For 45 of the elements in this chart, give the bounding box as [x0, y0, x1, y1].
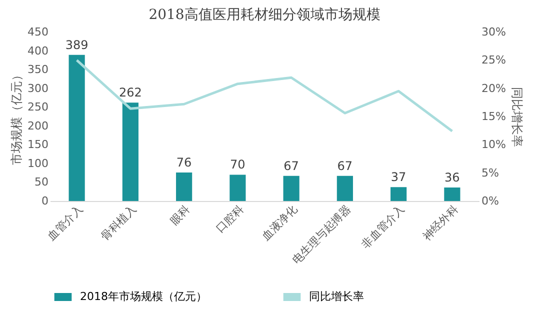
data-label: 262 — [118, 86, 142, 100]
y2-tick-label: 10% — [482, 138, 506, 152]
bar — [68, 54, 85, 201]
bar — [283, 176, 300, 201]
x-tick-label: 血液净化 — [259, 202, 300, 244]
x-tick-label: 骨科植入 — [98, 202, 139, 244]
y2-tick-label: 0% — [482, 194, 499, 208]
data-label: 67 — [337, 158, 353, 173]
data-label: 67 — [284, 158, 299, 173]
data-label: 37 — [390, 170, 406, 184]
legend-label: 同比增长率 — [309, 290, 364, 303]
y-tick-label: 300 — [28, 82, 48, 95]
y2-tick-label: 20% — [482, 82, 506, 95]
y-tick-label: 0 — [42, 194, 48, 208]
bar — [122, 102, 138, 201]
x-tick-label: 非血管介入 — [358, 202, 408, 251]
y-tick-label: 450 — [28, 26, 48, 38]
chart-title: 2018高值医用耗材细分领域市场规模 — [148, 7, 380, 23]
bar — [444, 187, 460, 201]
y-tick-label: 150 — [28, 138, 48, 152]
y-tick-label: 50 — [34, 176, 48, 189]
legend-label: 2018年市场规模（亿元） — [80, 290, 207, 303]
y-tick-label: 400 — [28, 44, 48, 58]
bar — [230, 174, 246, 201]
y2-tick-label: 5% — [482, 166, 499, 180]
y-tick-label: 250 — [28, 100, 48, 114]
y2-tick-label: 15% — [482, 110, 506, 123]
y2-axis-title: 同比增长率 — [510, 87, 524, 147]
bar — [176, 172, 192, 201]
y-tick-label: 100 — [28, 156, 48, 170]
bar — [336, 176, 353, 201]
data-label: 36 — [444, 170, 460, 184]
x-tick-label: 神经外科 — [420, 202, 461, 244]
x-tick-label: 口腔科 — [214, 202, 246, 236]
y2-tick-label: 30% — [482, 26, 506, 38]
data-label: 76 — [176, 155, 192, 170]
y-axis-title: 市场规模（亿元） — [10, 69, 24, 165]
y-tick-label: 200 — [28, 119, 48, 132]
line-series — [76, 58, 454, 132]
data-label: 70 — [230, 158, 246, 172]
y-tick-label: 350 — [28, 63, 48, 76]
y2-tick-label: 25% — [482, 54, 506, 67]
data-label: 389 — [65, 38, 88, 52]
bar — [390, 187, 407, 201]
x-tick-label: 眼科 — [168, 202, 193, 228]
